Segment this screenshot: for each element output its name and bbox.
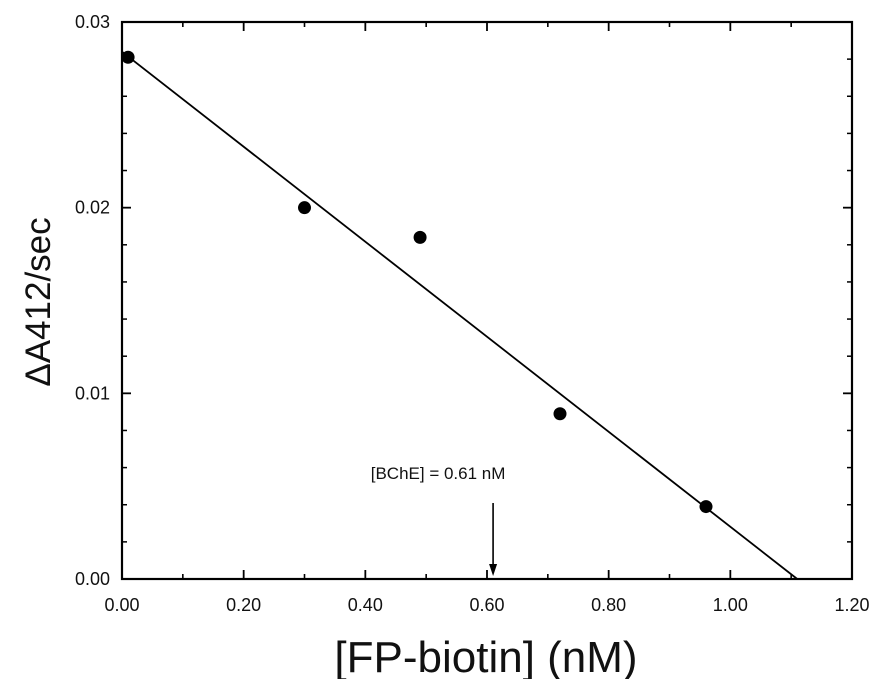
fit-line-layer [121, 51, 798, 580]
data-point [121, 50, 135, 64]
y-tick-label: 0.03 [75, 12, 110, 32]
x-tick-label: 0.80 [591, 595, 626, 615]
y-tick-label: 0.00 [75, 569, 110, 589]
y-axis-label: ΔA412/sec [19, 217, 58, 386]
x-axis-label: [FP-biotin] (nM) [334, 633, 637, 679]
data-points [121, 50, 713, 514]
ticks: 0.00 0.20 0.40 0.60 0.80 1.00 1.20 0.00 0.01 0.02… [75, 12, 870, 615]
x-tick-label: 0.00 [104, 595, 139, 615]
y-tick-label: 0.01 [75, 383, 110, 403]
x-tick-label: 1.00 [713, 595, 748, 615]
y-tick-label: 0.02 [75, 198, 110, 218]
plot-frame [120, 20, 854, 581]
data-point [699, 500, 713, 514]
x-tick-label: 0.20 [226, 595, 261, 615]
x-tick-label: 0.60 [469, 595, 504, 615]
data-point [298, 201, 311, 215]
x-tick-label: 1.20 [834, 595, 869, 615]
fit-line [121, 51, 798, 580]
x-tick-label: 0.40 [348, 595, 383, 615]
annotation-label: [BChE] = 0.61 nM [371, 464, 506, 483]
annotation-arrow-head [489, 564, 498, 576]
data-point [553, 407, 567, 421]
annotation-layer: [BChE] = 0.61 nM [371, 464, 506, 576]
axes [120, 20, 854, 581]
data-point [413, 230, 427, 244]
